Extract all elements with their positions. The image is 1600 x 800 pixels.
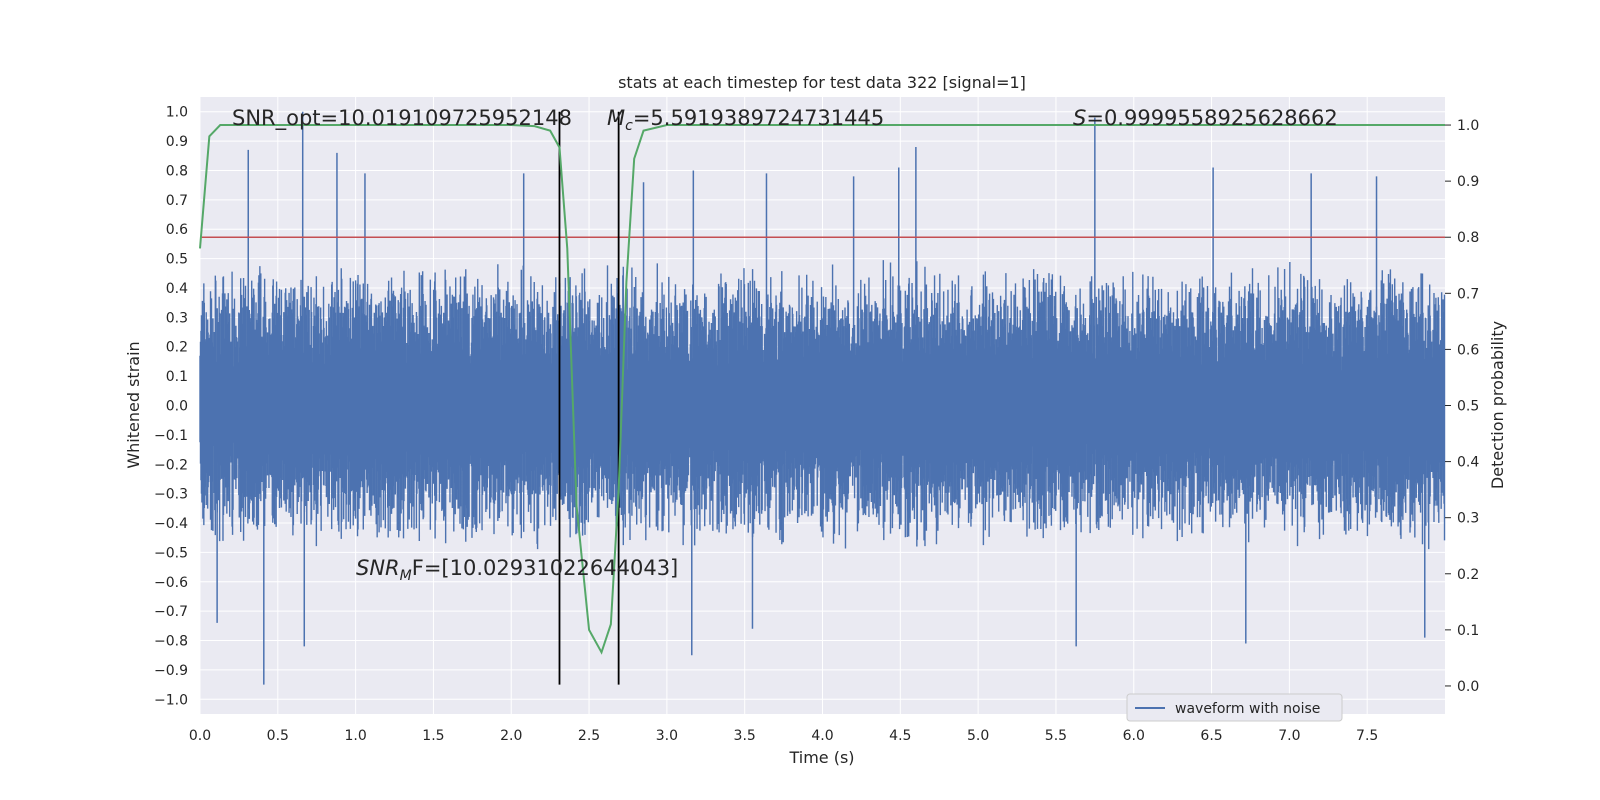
x-tick-label: 4.0: [811, 728, 833, 744]
y-tick-label: 0.0: [166, 399, 188, 415]
y-tick-label: −0.9: [154, 663, 188, 679]
y-tick-label: 0.4: [166, 281, 188, 297]
legend-label: waveform with noise: [1175, 701, 1320, 717]
y-tick-label: 0.5: [166, 252, 188, 268]
annotation-s-symbol: S: [1073, 106, 1086, 130]
y-tick-label: −1.0: [154, 692, 188, 708]
x-tick-label: 4.5: [889, 728, 911, 744]
x-tick-label: 3.0: [656, 728, 678, 744]
y2-tick-label: 1.0: [1457, 118, 1479, 134]
y-tick-label: 0.3: [166, 310, 188, 326]
y2-axis-label: Detection probability: [1488, 321, 1507, 489]
y-tick-label: 0.8: [166, 163, 188, 179]
x-tick-label: 1.0: [344, 728, 366, 744]
y-tick-label: −0.8: [154, 634, 188, 650]
x-tick-label: 0.5: [267, 728, 289, 744]
y-tick-labels: 1.0 0.9 0.8 0.7 0.6 0.5 0.4 0.3 0.2 0.1 0.0 −0.1 −0.…: [154, 105, 188, 709]
x-tick-label: 5.0: [967, 728, 989, 744]
x-axis-label: Time (s): [788, 748, 854, 767]
waveform-peaks: [216, 111, 1426, 685]
y2-tick-label: 0.7: [1457, 286, 1479, 302]
annotation-mc-symbol: M: [607, 106, 625, 130]
y-tick-label: −0.6: [154, 575, 188, 591]
annotation-snr-mf-value: F=[10.02931022644043]: [412, 556, 679, 580]
y-tick-label: 0.7: [166, 193, 188, 209]
annotation-mc-value: =5.5919389724731445: [633, 106, 884, 130]
x-tick-label: 6.0: [1123, 728, 1145, 744]
y-tick-label: −0.4: [154, 516, 188, 532]
y-tick-label: −0.1: [154, 428, 188, 444]
annotation-mc-subscript: c: [625, 118, 633, 134]
trigger-markers: [558, 111, 620, 685]
y-tick-label: 0.6: [166, 222, 188, 238]
x-tick-labels: 0.0 0.5 1.0 1.5 2.0 2.5 3.0 3.5 4.0 4.5 5.0 5.5 6.0 6…: [189, 728, 1378, 744]
y-tick-label: 1.0: [166, 105, 188, 121]
y2-tick-label: 0.6: [1457, 342, 1479, 358]
annotation-snr-mf-symbol: SNR: [356, 556, 400, 580]
x-tick-label: 2.0: [500, 728, 522, 744]
y-tick-label: −0.2: [154, 457, 188, 473]
y2-tick-label: 0.1: [1457, 623, 1479, 639]
annotation-s-value: =0.9999558925628662: [1086, 106, 1337, 130]
y-tick-label: 0.9: [166, 134, 188, 150]
annotation-mc: Mc=5.5919389724731445: [607, 106, 884, 134]
x-tick-label: 7.5: [1356, 728, 1378, 744]
legend-box: [1126, 693, 1343, 722]
detection-probability-line: [199, 124, 1445, 655]
annotation-snr-mf: SNRMF=[10.02931022644043]: [356, 556, 678, 584]
y2-tick-label: 0.8: [1457, 230, 1479, 246]
x-tick-label: 1.5: [422, 728, 444, 744]
legend: waveform with noise: [1126, 693, 1343, 722]
y-tick-label: −0.5: [154, 545, 188, 561]
x-tick-label: 7.0: [1278, 728, 1300, 744]
y-axis-label: Whitened strain: [124, 341, 143, 468]
x-tick-label: 6.5: [1200, 728, 1222, 744]
y2-tick-labels: 1.0 0.9 0.8 0.7 0.6 0.5 0.4 0.3 0.2 0.1 0.0: [1445, 118, 1479, 695]
y-tick-label: −0.3: [154, 487, 188, 503]
y-tick-label: 0.1: [166, 369, 188, 385]
y2-tick-label: 0.3: [1457, 511, 1479, 527]
y-tick-label: −0.7: [154, 604, 188, 620]
x-tick-label: 3.5: [734, 728, 756, 744]
annotation-snr-opt: SNR_opt=10.019109725952148: [232, 106, 572, 131]
x-tick-label: 2.5: [578, 728, 600, 744]
x-tick-label: 5.5: [1045, 728, 1067, 744]
y2-tick-label: 0.0: [1457, 679, 1479, 695]
x-tick-label: 0.0: [189, 728, 211, 744]
y2-tick-label: 0.5: [1457, 399, 1479, 415]
y-tick-label: 0.2: [166, 340, 188, 356]
annotation-s: S=0.9999558925628662: [1073, 106, 1338, 130]
chart-title: stats at each timestep for test data 322…: [618, 73, 1026, 92]
y2-tick-label: 0.2: [1457, 567, 1479, 583]
y2-tick-label: 0.4: [1457, 455, 1479, 471]
annotation-snr-mf-subscript: M: [400, 568, 412, 584]
y2-tick-label: 0.9: [1457, 174, 1479, 190]
